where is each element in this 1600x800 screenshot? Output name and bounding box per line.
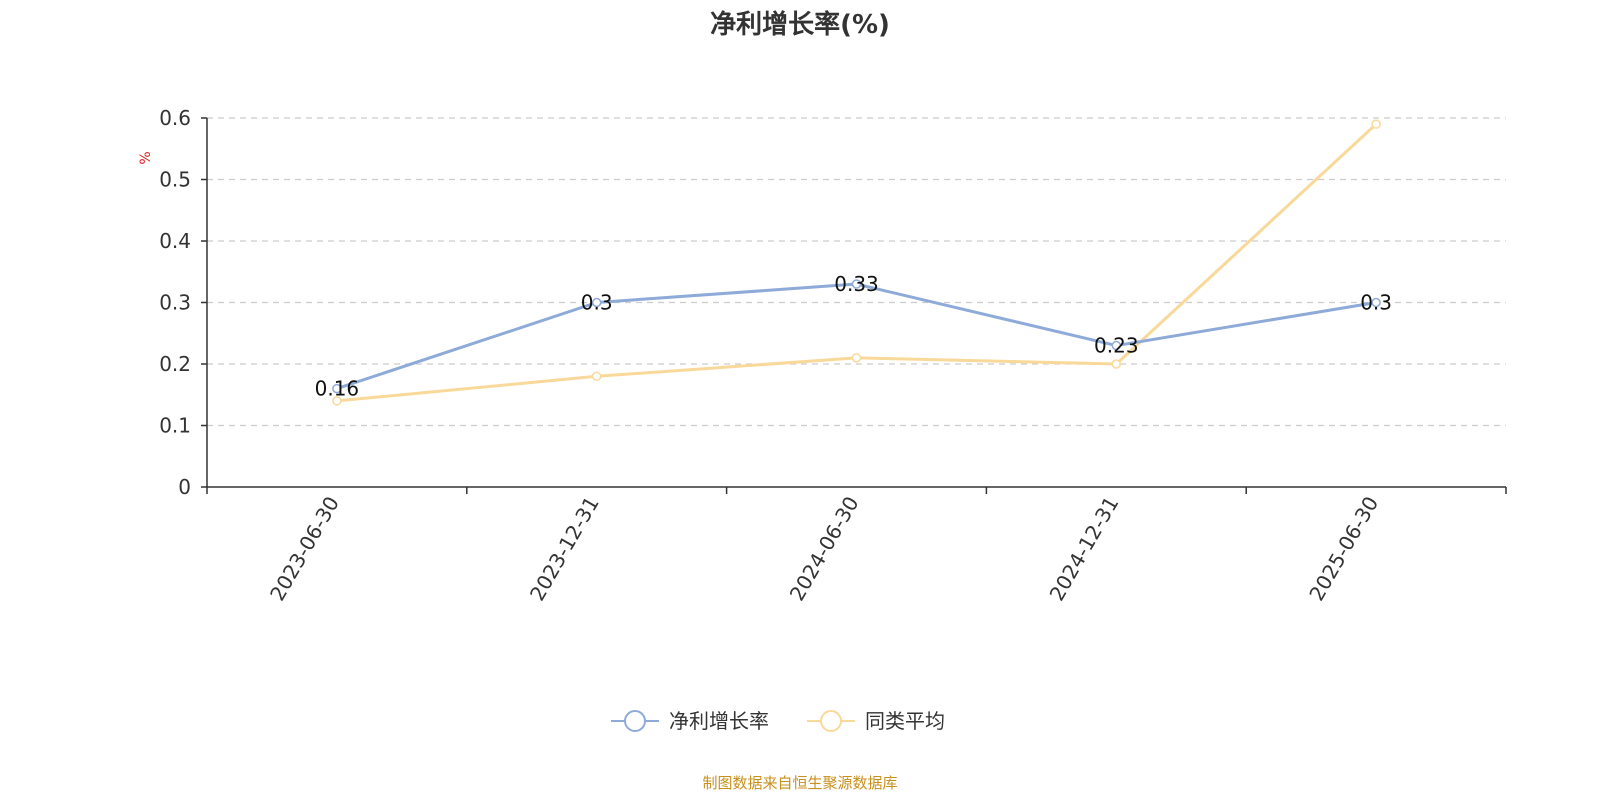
data-point[interactable]: [1111, 359, 1122, 369]
legend-item-1[interactable]: 同类平均: [807, 709, 945, 733]
legend-label: 净利增长率: [669, 709, 769, 733]
data-label: 0.3: [1360, 291, 1392, 315]
y-tick-label: 0.4: [159, 229, 191, 253]
x-tick-label: 2024-06-30: [785, 492, 864, 605]
x-tick-label: 2025-06-30: [1304, 492, 1383, 605]
data-label: 0.16: [315, 377, 360, 401]
chart-title: 净利增长率(%): [710, 9, 890, 40]
data-point[interactable]: [591, 371, 602, 382]
axes: 0 0.1 0.2 0.3 0.4 0.5 0.6 2023-06-30 2023-12-31 2…: [159, 106, 1507, 605]
legend-label: 同类平均: [865, 709, 945, 733]
source-note: 制图数据来自恒生聚源数据库: [702, 774, 897, 792]
x-tick-label: 2023-12-31: [525, 492, 604, 605]
data-point[interactable]: [851, 353, 862, 363]
y-tick-label: 0: [178, 475, 191, 499]
series-lines: [332, 119, 1381, 406]
y-axis-unit-label: %: [138, 151, 154, 164]
gridlines: [207, 117, 1506, 427]
data-point[interactable]: [851, 279, 862, 289]
legend-marker: [820, 710, 842, 732]
x-tick-label: 2023-06-30: [265, 492, 344, 605]
y-tick-label: 0.6: [159, 106, 191, 130]
data-point[interactable]: [332, 396, 342, 406]
legend-marker: [624, 710, 646, 732]
data-label: 0.33: [834, 272, 879, 296]
legend-item-0[interactable]: 净利增长率: [611, 709, 769, 733]
y-tick-label: 0.2: [159, 352, 191, 376]
y-tick-label: 0.3: [159, 291, 191, 315]
y-tick-label: 0.5: [159, 168, 191, 192]
data-labels: 0.16 0.3 0.33 0.23 0.3: [315, 272, 1392, 401]
data-point[interactable]: [332, 383, 342, 394]
series-line-0: [336, 282, 1377, 391]
data-point[interactable]: [1371, 119, 1381, 129]
x-tick-label: 2024-12-31: [1044, 492, 1123, 605]
data-point[interactable]: [591, 297, 602, 308]
data-point[interactable]: [1111, 340, 1122, 351]
data-point[interactable]: [1371, 297, 1381, 308]
data-label: 0.23: [1094, 334, 1139, 358]
legend[interactable]: 净利增长率 同类平均: [611, 709, 945, 733]
y-tick-label: 0.1: [159, 414, 191, 438]
data-label: 0.3: [581, 291, 613, 315]
